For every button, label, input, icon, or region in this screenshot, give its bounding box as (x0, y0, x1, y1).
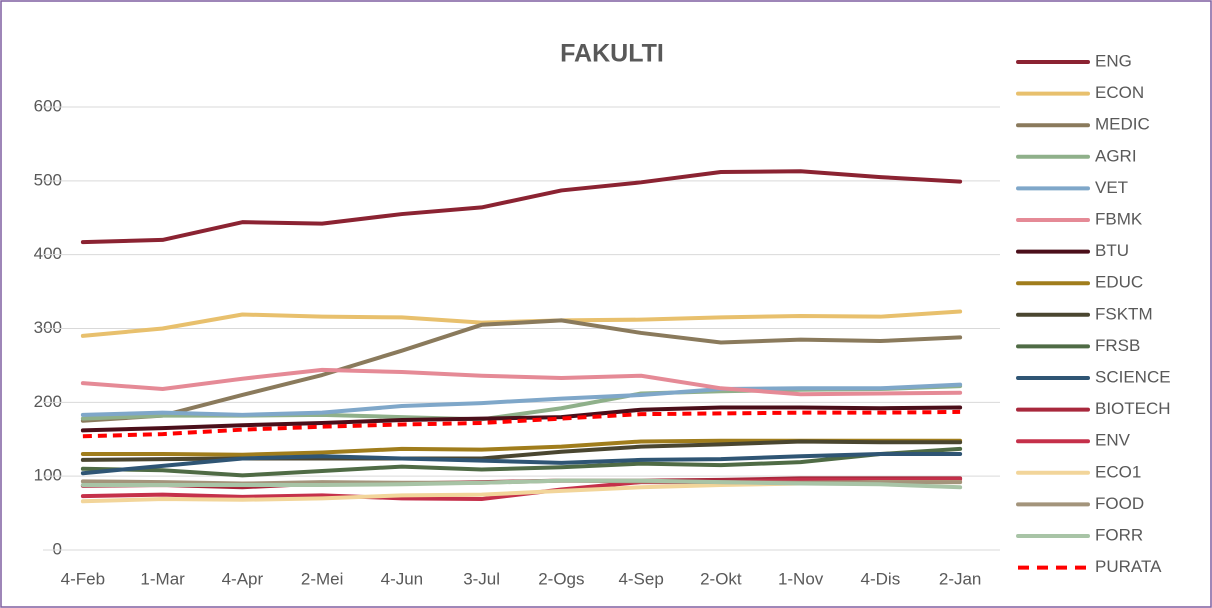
x-tick-label: 4-Feb (61, 569, 105, 588)
legend-label: BIOTECH (1095, 399, 1171, 418)
x-tick-label: 4-Apr (222, 569, 264, 588)
legend-label: PURATA (1095, 557, 1162, 576)
legend-label: SCIENCE (1095, 367, 1171, 386)
legend-label: ENG (1095, 51, 1132, 70)
legend-label: FOOD (1095, 494, 1144, 513)
legend-label: FBMK (1095, 209, 1143, 228)
x-tick-label: 1-Nov (778, 569, 824, 588)
y-tick-label: 600 (34, 96, 62, 115)
legend-label: ENV (1095, 431, 1131, 450)
series-line (80, 452, 963, 476)
x-tick-label: 1-Mar (140, 569, 185, 588)
series-line (80, 318, 963, 423)
series-line (80, 478, 963, 490)
series-line (80, 446, 963, 478)
legend-label: VET (1095, 178, 1128, 197)
series-line (80, 405, 963, 433)
x-tick-label: 3-Jul (463, 569, 500, 588)
y-tick-label: 300 (34, 318, 62, 337)
legend-label: BTU (1095, 241, 1129, 260)
series-line (82, 409, 961, 439)
x-tick-label: 2-Ogs (538, 569, 584, 588)
x-tick-label: 2-Mei (301, 569, 344, 588)
series-line (80, 367, 963, 397)
y-tick-label: 200 (34, 392, 62, 411)
legend-label: FSKTM (1095, 304, 1153, 323)
y-tick-label: 400 (34, 244, 62, 263)
legend-label: FRSB (1095, 336, 1140, 355)
y-tick-label: 100 (34, 466, 62, 485)
y-tick-label: 0 (53, 539, 62, 558)
x-tick-label: 4-Sep (618, 569, 663, 588)
x-tick-label: 2-Jan (939, 569, 982, 588)
legend-label: AGRI (1095, 146, 1137, 165)
legend-label: MEDIC (1095, 115, 1150, 134)
x-tick-label: 4-Dis (861, 569, 901, 588)
legend-label: FORR (1095, 525, 1143, 544)
x-tick-label: 2-Okt (700, 569, 742, 588)
legend-label: ECON (1095, 83, 1144, 102)
series-line (80, 169, 963, 245)
y-tick-label: 500 (34, 170, 62, 189)
legend-label: ECO1 (1095, 462, 1141, 481)
legend-label: EDUC (1095, 273, 1143, 292)
x-tick-label: 4-Jun (381, 569, 424, 588)
series-line (80, 382, 963, 417)
chart-title: FAKULTI (560, 40, 664, 68)
